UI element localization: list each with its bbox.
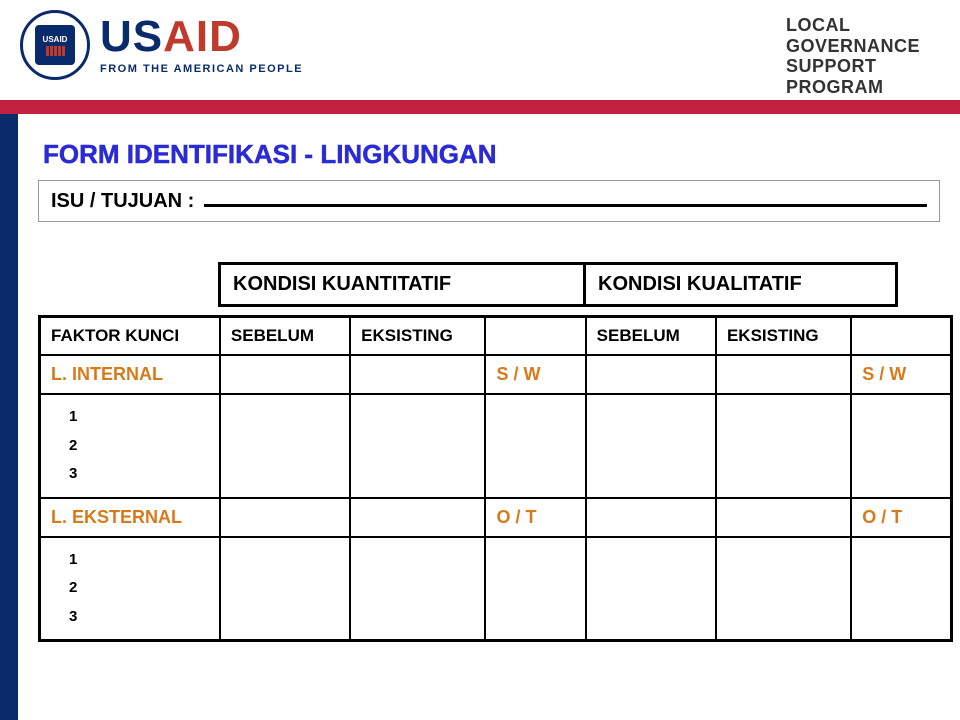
program-l2: GOVERNANCE — [786, 36, 920, 57]
col-sw-spacer-2 — [851, 317, 951, 356]
cell[interactable] — [851, 537, 951, 641]
row-eksternal-items: 1 2 3 — [40, 537, 952, 641]
condition-header-table: KONDISI KUANTITATIF KONDISI KUALITATIF — [218, 262, 898, 307]
cell[interactable] — [716, 355, 851, 394]
num-2: 2 — [69, 574, 209, 603]
col-eksisting-1: EKSISTING — [350, 317, 485, 356]
row-internal-items: 1 2 3 — [40, 394, 952, 498]
col-sebelum-1: SEBELUM — [220, 317, 350, 356]
program-l3: SUPPORT — [786, 56, 920, 77]
cell[interactable] — [220, 498, 350, 537]
kondisi-kuantitatif-header: KONDISI KUANTITATIF — [220, 264, 585, 306]
main-table: FAKTOR KUNCI SEBELUM EKSISTING SEBELUM E… — [38, 315, 953, 642]
cell[interactable] — [350, 537, 485, 641]
cell[interactable] — [220, 537, 350, 641]
cell[interactable] — [851, 394, 951, 498]
red-divider-bar — [0, 100, 960, 114]
cell[interactable] — [586, 394, 716, 498]
cell[interactable] — [220, 394, 350, 498]
l-internal-label: L. INTERNAL — [40, 355, 220, 394]
col-sebelum-2: SEBELUM — [586, 317, 716, 356]
row-l-internal: L. INTERNAL S / W S / W — [40, 355, 952, 394]
usaid-logo-block: USAID USAID FROM THE AMERICAN PEOPLE — [20, 10, 303, 80]
program-l1: LOCAL — [786, 15, 920, 36]
program-l4: PROGRAM — [786, 77, 920, 98]
col-sw-spacer-1 — [485, 317, 585, 356]
col-faktor-kunci: FAKTOR KUNCI — [40, 317, 220, 356]
cell[interactable] — [350, 355, 485, 394]
cell[interactable] — [716, 537, 851, 641]
sw-label-1: S / W — [485, 355, 585, 394]
isu-label: ISU / TUJUAN : — [51, 190, 194, 213]
ot-label-1: O / T — [485, 498, 585, 537]
usaid-wordmark: USAID FROM THE AMERICAN PEOPLE — [100, 15, 303, 75]
sw-label-2: S / W — [851, 355, 951, 394]
program-logo: LOCAL GOVERNANCE SUPPORT PROGRAM — [786, 15, 920, 98]
cell[interactable] — [485, 537, 585, 641]
usaid-tagline: FROM THE AMERICAN PEOPLE — [100, 63, 303, 75]
blue-sidebar — [0, 114, 18, 720]
num-2: 2 — [69, 432, 209, 461]
internal-numbers: 1 2 3 — [40, 394, 220, 498]
seal-text: USAID — [43, 35, 68, 44]
cell[interactable] — [586, 498, 716, 537]
kondisi-kualitatif-header: KONDISI KUALITATIF — [585, 264, 897, 306]
isu-input-line[interactable] — [204, 189, 927, 207]
cell[interactable] — [586, 355, 716, 394]
usaid-seal-icon: USAID — [20, 10, 90, 80]
cell[interactable] — [220, 355, 350, 394]
num-1: 1 — [69, 403, 209, 432]
num-1: 1 — [69, 546, 209, 575]
table-wrap: KONDISI KUANTITATIF KONDISI KUALITATIF F… — [38, 262, 950, 642]
num-3: 3 — [69, 603, 209, 632]
usaid-us: US — [100, 12, 163, 61]
cell[interactable] — [485, 394, 585, 498]
cell[interactable] — [716, 498, 851, 537]
l-eksternal-label: L. EKSTERNAL — [40, 498, 220, 537]
eksternal-numbers: 1 2 3 — [40, 537, 220, 641]
usaid-aid: AID — [163, 12, 242, 61]
row-l-eksternal: L. EKSTERNAL O / T O / T — [40, 498, 952, 537]
form-title: FORM IDENTIFIKASI - LINGKUNGAN — [43, 139, 950, 170]
ot-label-2: O / T — [851, 498, 951, 537]
content-area: FORM IDENTIFIKASI - LINGKUNGAN ISU / TUJ… — [0, 114, 960, 642]
cell[interactable] — [716, 394, 851, 498]
table-header-row: FAKTOR KUNCI SEBELUM EKSISTING SEBELUM E… — [40, 317, 952, 356]
cell[interactable] — [350, 394, 485, 498]
isu-tujuan-box: ISU / TUJUAN : — [38, 180, 940, 222]
num-3: 3 — [69, 460, 209, 489]
col-eksisting-2: EKSISTING — [716, 317, 851, 356]
cell[interactable] — [350, 498, 485, 537]
top-header: USAID USAID FROM THE AMERICAN PEOPLE LOC… — [0, 0, 960, 100]
cell[interactable] — [586, 537, 716, 641]
